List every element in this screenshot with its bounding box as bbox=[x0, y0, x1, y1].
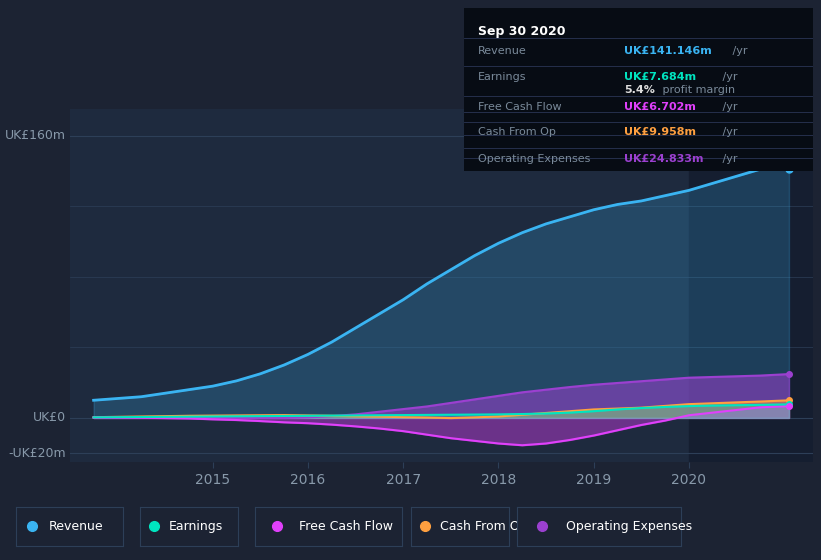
Text: Operating Expenses: Operating Expenses bbox=[566, 520, 693, 533]
Text: Revenue: Revenue bbox=[48, 520, 103, 533]
Text: UK£6.702m: UK£6.702m bbox=[624, 102, 696, 111]
Text: -UK£20m: -UK£20m bbox=[8, 447, 66, 460]
Bar bbox=[689, 109, 813, 462]
Text: 5.4%: 5.4% bbox=[624, 85, 655, 95]
Text: /yr: /yr bbox=[729, 46, 748, 57]
Text: UK£24.833m: UK£24.833m bbox=[624, 155, 704, 165]
Text: Cash From Op: Cash From Op bbox=[478, 127, 556, 137]
Text: /yr: /yr bbox=[718, 72, 737, 82]
Text: Free Cash Flow: Free Cash Flow bbox=[299, 520, 392, 533]
Text: /yr: /yr bbox=[718, 102, 737, 111]
Text: Earnings: Earnings bbox=[169, 520, 223, 533]
Text: UK£9.958m: UK£9.958m bbox=[624, 127, 696, 137]
Text: UK£141.146m: UK£141.146m bbox=[624, 46, 712, 57]
Text: /yr: /yr bbox=[718, 127, 737, 137]
Text: Cash From Op: Cash From Op bbox=[440, 520, 528, 533]
Text: UK£0: UK£0 bbox=[33, 412, 66, 424]
Text: profit margin: profit margin bbox=[659, 85, 736, 95]
Text: UK£160m: UK£160m bbox=[5, 129, 66, 142]
Text: Free Cash Flow: Free Cash Flow bbox=[478, 102, 562, 111]
Text: Operating Expenses: Operating Expenses bbox=[478, 155, 590, 165]
Text: UK£7.684m: UK£7.684m bbox=[624, 72, 696, 82]
Text: Revenue: Revenue bbox=[478, 46, 526, 57]
Text: Sep 30 2020: Sep 30 2020 bbox=[478, 25, 566, 38]
Text: Earnings: Earnings bbox=[478, 72, 526, 82]
Text: /yr: /yr bbox=[718, 155, 737, 165]
